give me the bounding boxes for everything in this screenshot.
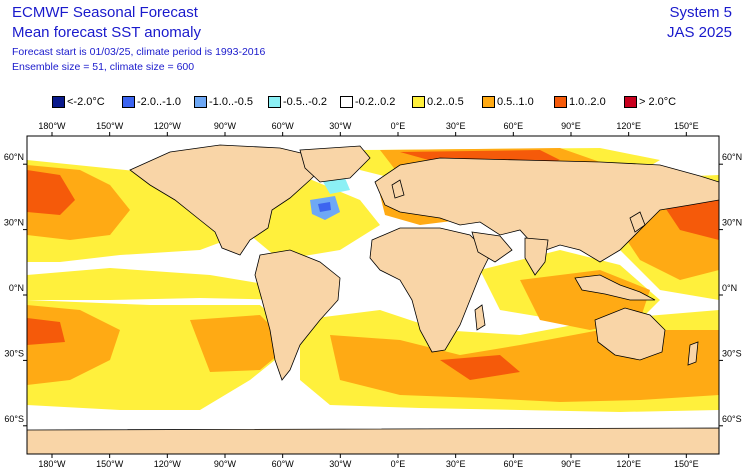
- landmasses: [27, 144, 719, 454]
- map-ticks: 180°W 180°W 150°W 150°W 120°W 120°W 90°W 90°W 60…: [4, 121, 742, 469]
- anomaly-blue-regions: [310, 178, 350, 220]
- legend-label: 1.0..2.0: [569, 96, 606, 108]
- land-madagascar: [474, 304, 486, 331]
- lon-label-bottom: 150°W: [96, 459, 124, 469]
- legend-label: -1.0..-0.5: [209, 96, 254, 108]
- system-label: System 5: [669, 4, 732, 21]
- lon-label-top: 120°E: [616, 121, 641, 131]
- legend-item: > 2.0°C: [624, 93, 676, 111]
- lon-label-top: 30°E: [446, 121, 466, 131]
- map-subtitle: Mean forecast SST anomaly: [12, 24, 201, 41]
- legend-item: 1.0..2.0: [554, 93, 606, 111]
- anomaly-region: [27, 318, 65, 345]
- legend-swatch: [122, 96, 135, 108]
- lon-label-bottom: 30°E: [446, 459, 466, 469]
- lat-label-left: 60°S: [4, 414, 24, 424]
- land-japan: [629, 211, 646, 233]
- legend-item: -2.0..-1.0: [122, 93, 181, 111]
- lat-label-left: 30°N: [4, 218, 24, 228]
- legend-label: -2.0..-1.0: [137, 96, 182, 108]
- season-label: JAS 2025: [666, 24, 732, 41]
- forecast-start-note: Forecast start is 01/03/25, climate peri…: [12, 46, 266, 58]
- legend-item: 0.2..0.5: [412, 93, 464, 111]
- lon-label-top: 90°E: [561, 121, 581, 131]
- anomaly-region: [318, 202, 331, 212]
- lat-label-right: 60°N: [722, 152, 742, 162]
- legend-item: <-2.0°C: [52, 93, 105, 111]
- land-greenland: [299, 145, 371, 183]
- legend-swatch: [554, 96, 567, 108]
- legend-label: 0.5..1.0: [497, 96, 534, 108]
- legend-swatch: [624, 96, 637, 108]
- legend-item: -0.2..0.2: [340, 93, 395, 111]
- map-body: [27, 136, 719, 454]
- lat-label-left: 30°S: [4, 348, 24, 358]
- land-north-america: [129, 144, 331, 256]
- anomaly-region: [190, 315, 290, 372]
- lon-label-bottom: 150°E: [674, 459, 699, 469]
- lat-label-right: 30°S: [722, 348, 742, 358]
- lon-label-bottom: 180°W: [38, 459, 66, 469]
- land-europe-asia: [374, 157, 719, 263]
- lon-label-bottom: 90°W: [214, 459, 237, 469]
- legend-swatch: [482, 96, 495, 108]
- lon-label-bottom: 30°W: [329, 459, 352, 469]
- lat-label-right: 30°N: [722, 218, 742, 228]
- lon-label-bottom: 90°E: [561, 459, 581, 469]
- legend-swatch: [268, 96, 281, 108]
- legend-swatch: [340, 96, 353, 108]
- legend-swatch: [194, 96, 207, 108]
- anomaly-region: [440, 355, 520, 380]
- land-south-america: [254, 249, 341, 381]
- lon-label-top: 90°W: [214, 121, 237, 131]
- lon-label-bottom: 120°W: [154, 459, 182, 469]
- land-new-zealand: [687, 341, 699, 366]
- lat-label-left: 60°N: [4, 152, 24, 162]
- lon-label-top: 30°W: [329, 121, 352, 131]
- legend-item: -1.0..-0.5: [194, 93, 253, 111]
- land-antarctica: [27, 427, 719, 454]
- anomaly-region: [27, 268, 300, 300]
- lon-label-top: 0°E: [391, 121, 406, 131]
- land-india: [524, 237, 549, 276]
- legend-label: <-2.0°C: [67, 96, 105, 108]
- lon-label-top: 60°E: [504, 121, 524, 131]
- lat-label-right: 0°N: [722, 283, 737, 293]
- lon-label-top: 60°W: [272, 121, 295, 131]
- legend-swatch: [52, 96, 65, 108]
- lat-label-right: 60°S: [722, 414, 742, 424]
- legend-item: 0.5..1.0: [482, 93, 534, 111]
- legend-label: > 2.0°C: [639, 96, 677, 108]
- anomaly-region: [322, 178, 350, 194]
- legend-label: -0.2..0.2: [355, 96, 396, 108]
- legend-label: -0.5..-0.2: [283, 96, 328, 108]
- lon-label-top: 150°E: [674, 121, 699, 131]
- lon-label-bottom: 60°W: [272, 459, 295, 469]
- ensemble-note: Ensemble size = 51, climate size = 600: [12, 61, 195, 73]
- lat-label-left: 0°N: [9, 283, 24, 293]
- map-title: ECMWF Seasonal Forecast: [12, 4, 198, 21]
- land-africa: [369, 227, 491, 353]
- land-maritime-se-asia: [574, 274, 656, 301]
- legend-item: -0.5..-0.2: [268, 93, 327, 111]
- land-arabia: [471, 231, 513, 263]
- legend-label: 0.2..0.5: [427, 96, 464, 108]
- legend-swatch: [412, 96, 425, 108]
- lon-label-bottom: 60°E: [504, 459, 524, 469]
- land-australia: [594, 307, 666, 361]
- lon-label-top: 120°W: [154, 121, 182, 131]
- lon-label-bottom: 120°E: [616, 459, 641, 469]
- color-legend: <-2.0°C -2.0..-1.0 -1.0..-0.5 -0.5..-0.2…: [0, 93, 746, 111]
- anomaly-region: [27, 170, 75, 215]
- lon-label-top: 180°W: [38, 121, 66, 131]
- land-britain: [391, 179, 405, 199]
- lon-label-top: 150°W: [96, 121, 124, 131]
- lon-label-bottom: 0°E: [391, 459, 406, 469]
